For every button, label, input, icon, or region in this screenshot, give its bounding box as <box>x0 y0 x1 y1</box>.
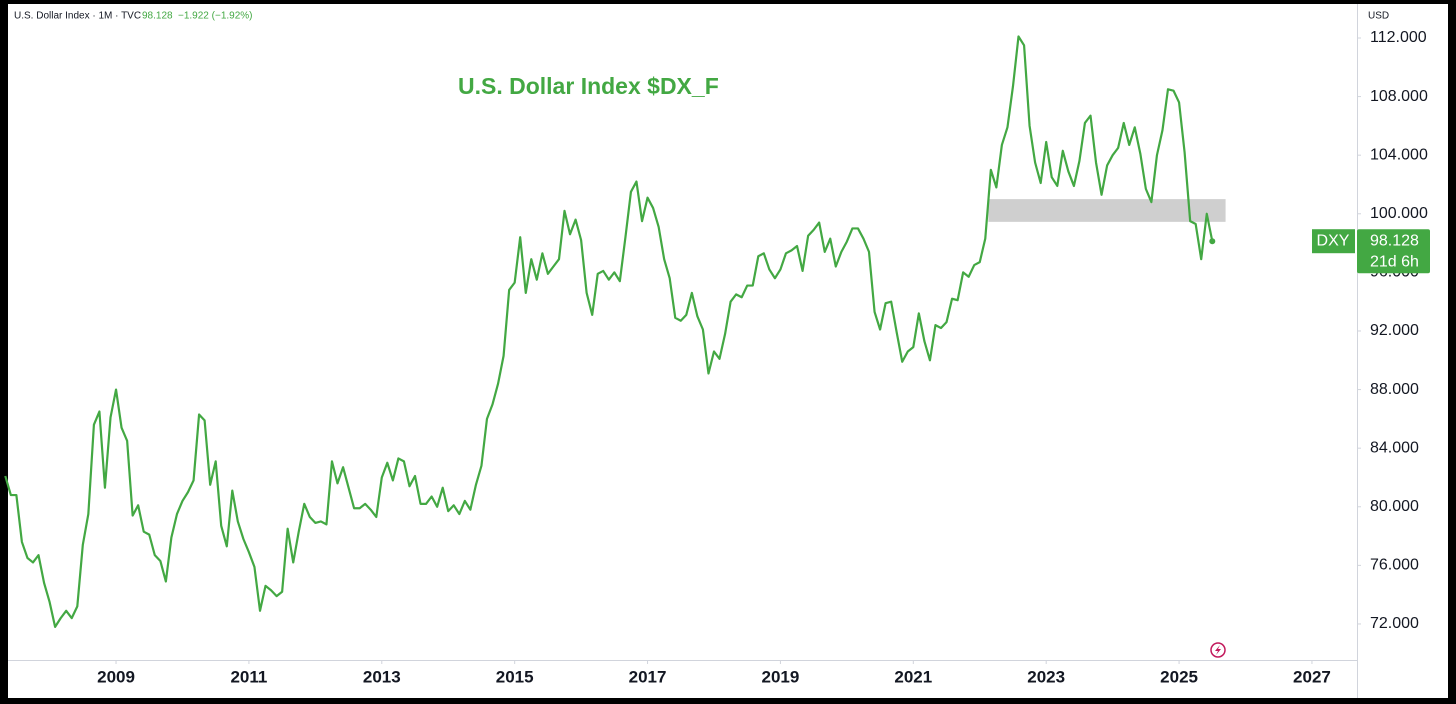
x-tick-label: 2027 <box>1293 667 1331 686</box>
header-change: −1.922 (−1.92%) <box>178 11 253 22</box>
x-tick-label: 2023 <box>1027 667 1065 686</box>
chart-title: U.S. Dollar Index $DX_F <box>458 73 719 99</box>
support-zone <box>988 199 1226 222</box>
header-symbol: U.S. Dollar Index · 1M · TVC <box>14 11 141 22</box>
y-tick-label: 76.000 <box>1370 557 1419 574</box>
y-tick-label: 108.000 <box>1370 88 1428 105</box>
y-tick-label: 84.000 <box>1370 439 1419 456</box>
currency-label: USD <box>1368 11 1389 22</box>
y-tick-label: 100.000 <box>1370 205 1428 222</box>
price-line <box>4 35 1214 628</box>
x-tick-label: 2025 <box>1160 667 1198 686</box>
chart-background <box>8 4 1448 698</box>
x-tick-label: 2015 <box>496 667 534 686</box>
symbol-badge <box>1312 229 1355 254</box>
x-tick-label: 2019 <box>762 667 800 686</box>
y-tick-label: 112.000 <box>1370 29 1427 46</box>
x-tick-label: 2017 <box>629 667 667 686</box>
x-tick-label: 2013 <box>363 667 401 686</box>
y-tick-label: 80.000 <box>1370 498 1419 515</box>
icon-ring <box>1210 642 1226 658</box>
icon-bolt <box>1215 645 1221 655</box>
symbol-label: DXY <box>1317 232 1350 249</box>
price-label: 98.128 <box>1370 232 1419 249</box>
last-point <box>1209 238 1216 245</box>
y-tick-label: 92.000 <box>1370 322 1419 339</box>
x-tick-label: 2021 <box>894 667 932 686</box>
y-tick-label: 104.000 <box>1370 146 1428 163</box>
y-tick-label: 88.000 <box>1370 381 1419 398</box>
price-badge <box>1357 229 1430 274</box>
countdown-label: 21d 6h <box>1370 253 1419 270</box>
y-tick-label: 72.000 <box>1370 615 1419 632</box>
x-tick-label: 2009 <box>97 667 135 686</box>
realtime-icon <box>1210 642 1226 658</box>
header-price: 98.128 <box>142 11 173 22</box>
x-tick-label: 2011 <box>230 667 267 686</box>
